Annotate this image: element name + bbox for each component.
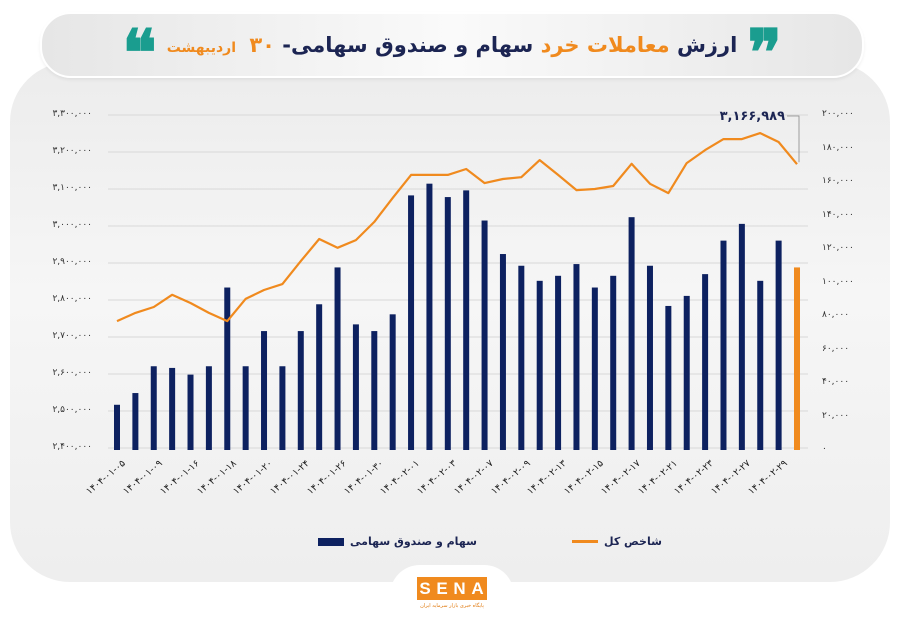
annotation-label: ۳,۱۶۶,۹۸۹ xyxy=(720,109,785,124)
open-quote-icon: ❞ xyxy=(747,22,782,68)
bar xyxy=(481,220,488,450)
bar xyxy=(444,197,451,450)
bar xyxy=(757,280,764,450)
right-axis-tick: ۲۰۰,۰۰۰ xyxy=(822,109,854,119)
sena-logo: S E N A xyxy=(417,577,487,600)
bar xyxy=(463,190,470,450)
left-axis-tick: ۳,۱۰۰,۰۰۰ xyxy=(52,183,92,193)
left-axis-tick: ۳,۰۰۰,۰۰۰ xyxy=(52,220,92,230)
right-axis-tick: ۱۰۰,۰۰۰ xyxy=(822,276,854,287)
logo-letter: E xyxy=(436,578,449,598)
title-bar: ❞ ارزش معاملات خرد سهام و صندوق سهامی- ۳… xyxy=(40,12,864,78)
bar xyxy=(591,287,598,450)
annotation-leader xyxy=(787,115,800,163)
bar xyxy=(499,254,506,450)
title-part-3: سهام و صندوق سهامی- xyxy=(282,33,534,57)
bar xyxy=(646,265,653,450)
right-axis-tick: ۲۰,۰۰۰ xyxy=(822,410,850,421)
legend-swatch-bars xyxy=(318,537,344,546)
left-axis-tick: ۲,۸۰۰,۰۰۰ xyxy=(52,294,92,304)
bar xyxy=(316,304,323,450)
close-quote-icon: ❝ xyxy=(122,22,157,68)
bar xyxy=(132,393,139,450)
bar xyxy=(408,195,415,450)
bar xyxy=(702,274,709,450)
legend-label-bars: سهام و صندوق سهامی xyxy=(350,535,477,548)
logo-letter: S xyxy=(419,578,432,598)
bar xyxy=(334,267,341,450)
bar xyxy=(720,240,727,450)
right-axis-tick: ۸۰,۰۰۰ xyxy=(822,310,850,320)
legend-item-bars: سهام و صندوق سهامی xyxy=(318,535,477,548)
right-axis-tick: ۰ xyxy=(822,444,827,454)
legend-item-line: شاخص کل xyxy=(572,535,662,548)
right-axis-tick: ۴۰,۰۰۰ xyxy=(822,377,850,387)
title-part-2: معاملات خرد xyxy=(540,33,670,57)
bar xyxy=(352,324,359,450)
legend-label-line: شاخص کل xyxy=(604,535,662,548)
logo-letter: N xyxy=(453,578,467,598)
left-axis-tick: ۲,۷۰۰,۰۰۰ xyxy=(52,331,92,341)
bar xyxy=(242,366,249,450)
bar xyxy=(555,275,562,450)
bar xyxy=(738,223,745,450)
bar xyxy=(683,295,690,450)
bar xyxy=(518,265,525,450)
bar xyxy=(205,366,212,450)
title-part-1: ارزش xyxy=(676,33,738,57)
left-axis-tick: ۳,۲۰۰,۰۰۰ xyxy=(52,146,92,156)
bar xyxy=(775,240,782,450)
bar xyxy=(665,305,672,450)
index-line xyxy=(116,132,798,323)
bar xyxy=(187,374,194,450)
bar xyxy=(114,404,120,450)
bar xyxy=(224,287,231,450)
logo-subtitle: پایگاه خبری بازار سرمایه ایران xyxy=(420,603,484,609)
bar xyxy=(371,331,378,450)
chart-title: ارزش معاملات خرد سهام و صندوق سهامی- ۳۰ … xyxy=(167,33,738,57)
bar xyxy=(536,280,543,450)
left-axis-tick: ۳,۳۰۰,۰۰۰ xyxy=(52,109,92,119)
left-axis-tick: ۲,۹۰۰,۰۰۰ xyxy=(52,257,92,267)
bar xyxy=(573,264,580,450)
logo-letter: A xyxy=(471,578,485,598)
bar xyxy=(628,217,635,450)
right-axis-tick: ۱۲۰,۰۰۰ xyxy=(822,243,854,253)
right-axis-tick: ۶۰,۰۰۰ xyxy=(822,343,850,354)
bar xyxy=(297,331,304,450)
legend-swatch-line xyxy=(572,540,598,543)
left-axis-tick: ۲,۶۰۰,۰۰۰ xyxy=(52,368,92,378)
bar xyxy=(279,366,286,450)
right-axis-tick: ۱۶۰,۰۰۰ xyxy=(822,176,854,186)
bar xyxy=(169,367,176,450)
bar xyxy=(261,331,268,450)
left-axis-tick: ۲,۵۰۰,۰۰۰ xyxy=(52,405,92,415)
bar xyxy=(150,366,157,450)
bar xyxy=(794,267,800,450)
bar xyxy=(389,314,396,450)
bar xyxy=(426,183,433,451)
bar xyxy=(610,275,617,450)
right-axis-tick: ۱۸۰,۰۰۰ xyxy=(822,142,854,153)
title-month: اردیبهشت xyxy=(166,40,237,56)
right-axis-tick: ۱۴۰,۰۰۰ xyxy=(822,209,854,220)
title-day: ۳۰ xyxy=(249,33,275,57)
left-axis-tick: ۲,۴۰۰,۰۰۰ xyxy=(52,442,92,452)
